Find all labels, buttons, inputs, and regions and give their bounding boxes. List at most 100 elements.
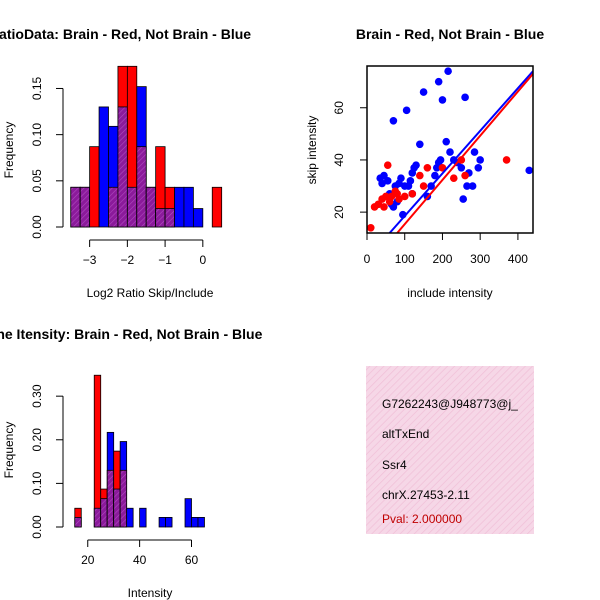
- intensity-hist-bar-not-brain: [165, 517, 173, 528]
- scatter-point-not-brain: [431, 171, 439, 180]
- scatter-x-tick-label: 100: [395, 252, 415, 266]
- scatter-y-tick-label: 60: [332, 101, 346, 115]
- scatter-point-brain: [416, 171, 424, 180]
- scatter-point-brain: [367, 223, 375, 232]
- scatter-x-tick-label: 200: [432, 252, 452, 266]
- scatter-point-brain: [400, 192, 409, 201]
- scatter-point-not-brain: [459, 195, 468, 203]
- intensity-hist-bar-not-brain: [191, 517, 199, 528]
- scatter-y-tick-label: 40: [332, 153, 346, 167]
- intensity-hist-bar-not-brain: [184, 498, 192, 528]
- ratio-hist-bar-overlap: [108, 186, 119, 228]
- ratio-hist-bar-overlap: [136, 146, 147, 228]
- info-location: chrX.27453-2.11: [382, 488, 470, 502]
- scatter-plot-area: 0 100 200 300 400 20 40 60: [332, 65, 534, 266]
- ratio-hist-bar-overlap: [70, 186, 81, 228]
- scatter-point-not-brain: [444, 67, 452, 76]
- scatter-point-not-brain: [463, 182, 471, 190]
- info-gene-name: Ssr4: [382, 458, 407, 472]
- intensity-hist-ylabel: Frequency: [2, 422, 16, 479]
- ratio-hist-bar-not-brain: [192, 208, 204, 228]
- intensity-hist-bar-overlap: [106, 469, 115, 528]
- intensity-hist-x-tick-label: 40: [133, 553, 147, 567]
- scatter-ylabel: skip intensity: [305, 116, 319, 185]
- scatter-point-brain: [374, 200, 383, 209]
- scatter-point-not-brain: [438, 96, 447, 104]
- scatter-point-brain: [457, 156, 466, 164]
- scatter-xlabel: include intensity: [407, 286, 492, 300]
- scatter-point-not-brain: [525, 166, 533, 175]
- ratio-hist-x-tick-label: −3: [83, 253, 97, 267]
- info-box: G7262243@J948773@j_ altTxEnd Ssr4 chrX.2…: [366, 366, 534, 534]
- intensity-hist-bar-not-brain: [197, 517, 205, 528]
- intensity-hist-bar-brain: [93, 374, 102, 528]
- scatter-point-brain: [461, 171, 469, 180]
- scatter-point-not-brain: [468, 182, 477, 190]
- scatter-plot-frame: [366, 65, 534, 234]
- scatter-marks: [367, 67, 533, 233]
- ratio-hist-bar-overlap: [117, 106, 128, 228]
- scatter-point-not-brain: [442, 137, 451, 146]
- ratio-hist-bar-overlap: [126, 186, 138, 228]
- intensity-hist-bars: [74, 374, 205, 528]
- scatter-point-brain: [449, 174, 458, 183]
- intensity-hist-axes: 20 40 60 0.00 0.10 0.20 0.30: [30, 384, 198, 567]
- scatter-point-not-brain: [470, 148, 479, 156]
- ratio-hist-y-tick-label: 0.00: [30, 215, 44, 239]
- scatter-point-brain: [387, 192, 396, 201]
- scatter-point-brain: [380, 203, 388, 211]
- info-event-type: altTxEnd: [382, 427, 429, 441]
- scatter-point-not-brain: [474, 163, 483, 172]
- scatter-point-not-brain: [406, 177, 415, 185]
- scatter-point-not-brain: [402, 106, 411, 115]
- ratio-hist-bar-overlap: [79, 186, 91, 228]
- scatter-point-brain: [423, 163, 432, 172]
- scatter-point-not-brain: [434, 77, 443, 86]
- ratio-hist-axes: −3 −2 −1 0 0.00 0.05 0.10 0.15: [30, 76, 206, 267]
- info-pval: Pval: 2.000000: [382, 512, 462, 526]
- intensity-hist-bar-overlap: [74, 517, 82, 528]
- scatter-point-not-brain: [446, 148, 454, 156]
- ratio-hist-x-tick-label: 0: [199, 253, 206, 267]
- scatter-point-not-brain: [397, 174, 405, 183]
- intensity-hist-bar-not-brain: [126, 507, 134, 528]
- scatter-point-brain: [502, 156, 511, 164]
- scatter-panel: Brain - Red, Not Brain - Blue include in…: [305, 26, 544, 300]
- scatter-point-not-brain: [457, 163, 466, 172]
- scatter-point-brain: [438, 163, 447, 172]
- ratio-hist-bar-overlap: [145, 186, 157, 228]
- scatter-x-tick-label: 300: [470, 252, 490, 266]
- scatter-point-not-brain: [461, 93, 469, 102]
- intensity-hist-x-tick-label: 60: [185, 553, 199, 567]
- scatter-point-not-brain: [389, 116, 398, 125]
- intensity-hist-y-tick-label: 0.10: [30, 471, 44, 495]
- ratio-hist-xlabel: Log2 Ratio Skip/Include: [87, 286, 214, 300]
- ratio-hist-title: RatioData: Brain - Red, Not Brain - Blue: [0, 26, 251, 42]
- ratio-hist-x-tick-label: −2: [121, 253, 135, 267]
- ratio-hist-bar-not-brain: [183, 186, 194, 228]
- scatter-point-brain: [382, 192, 390, 201]
- scatter-fit-line-not-brain: [388, 70, 533, 233]
- scatter-point-not-brain: [389, 203, 398, 211]
- scatter-title: Brain - Red, Not Brain - Blue: [356, 26, 544, 42]
- intensity-hist-x-tick-label: 20: [81, 553, 95, 567]
- ratio-hist-bar-brain: [211, 186, 223, 228]
- scatter-x-tick-label: 400: [508, 252, 528, 266]
- ratio-hist-bar-not-brain: [98, 106, 109, 228]
- ratio-hist-y-tick-label: 0.05: [30, 169, 44, 193]
- info-event-id: G7262243@J948773@j_: [382, 397, 518, 411]
- intensity-hist-title: Gene Itensity: Brain - Red, Not Brain - …: [0, 326, 263, 342]
- scatter-point-brain: [408, 190, 417, 198]
- intensity-hist-y-tick-label: 0.30: [30, 384, 44, 408]
- scatter-point-brain: [395, 195, 403, 203]
- intensity-hist-bar-overlap: [113, 488, 121, 528]
- intensity-hist-y-tick-label: 0.20: [30, 428, 44, 452]
- ratio-hist-ylabel: Frequency: [2, 122, 16, 179]
- scatter-point-brain: [383, 161, 392, 169]
- info-box-background: [366, 366, 534, 534]
- scatter-y-tick-label: 20: [332, 205, 346, 219]
- ratio-hist-bar-brain: [89, 146, 100, 228]
- scatter-point-brain: [419, 182, 428, 190]
- scatter-point-not-brain: [416, 140, 424, 149]
